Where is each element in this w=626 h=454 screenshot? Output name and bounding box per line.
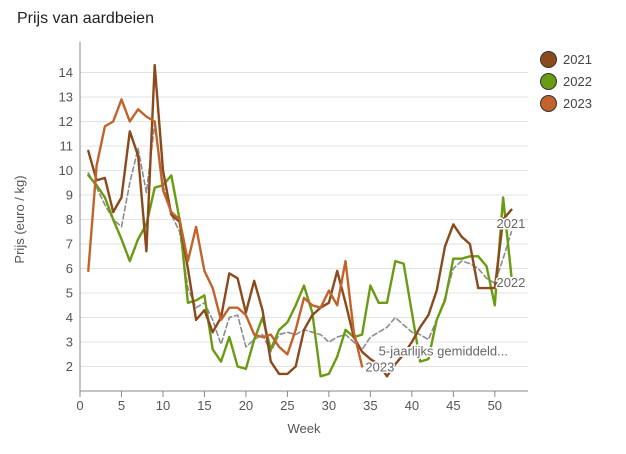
legend-item-2023[interactable]: 2023: [540, 92, 592, 114]
y-tick-label-6: 6: [66, 261, 73, 276]
legend-item-2022[interactable]: 2022: [540, 70, 592, 92]
x-tick-label-0: 0: [76, 398, 83, 413]
legend-item-2021[interactable]: 2021: [540, 48, 592, 70]
series-end-label-2023: 2023: [365, 359, 394, 374]
y-tick-label-8: 8: [66, 212, 73, 227]
y-tick-label-5: 5: [66, 286, 73, 301]
x-tick-label-50: 50: [488, 398, 502, 413]
y-tick-label-11: 11: [60, 139, 74, 154]
x-tick-label-35: 35: [363, 398, 377, 413]
y-tick-label-13: 13: [59, 90, 73, 105]
y-tick-label-14: 14: [59, 65, 73, 80]
y-tick-label-4: 4: [66, 310, 73, 325]
legend-label: 2021: [563, 51, 592, 67]
series-end-label-2021: 2021: [496, 216, 525, 231]
y-tick-label-7: 7: [66, 237, 73, 252]
x-tick-label-30: 30: [322, 398, 336, 413]
y-axis-title: Prijs (euro / kg): [12, 175, 27, 263]
y-tick-label-2: 2: [66, 359, 73, 374]
legend-label: 2022: [563, 73, 592, 89]
y-tick-label-10: 10: [59, 163, 73, 178]
x-tick-label-45: 45: [446, 398, 460, 413]
legend-swatch-icon: [540, 94, 557, 112]
y-tick-label-9: 9: [66, 188, 73, 203]
legend-swatch-icon: [540, 50, 557, 68]
series-line-2023[interactable]: [87, 98, 364, 368]
legend: 2021 2022 2023: [540, 48, 592, 114]
chart-title: Prijs van aardbeien: [17, 10, 154, 27]
legend-label: 2023: [563, 95, 592, 111]
x-tick-label-15: 15: [197, 398, 211, 413]
y-tick-label-12: 12: [59, 114, 73, 129]
x-tick-label-5: 5: [118, 398, 125, 413]
series-line-2021[interactable]: [87, 63, 513, 378]
series-end-label-average: 5-jaarlijks gemiddeld...: [379, 343, 508, 358]
x-tick-label-10: 10: [156, 398, 170, 413]
legend-swatch-icon: [540, 72, 557, 90]
series-end-label-2022: 2022: [496, 275, 525, 290]
x-tick-label-20: 20: [239, 398, 253, 413]
series-line-2022[interactable]: [87, 174, 513, 378]
x-axis-title: Week: [288, 421, 321, 436]
y-tick-label-3: 3: [66, 335, 73, 350]
x-tick-label-40: 40: [405, 398, 419, 413]
x-tick-label-25: 25: [280, 398, 294, 413]
